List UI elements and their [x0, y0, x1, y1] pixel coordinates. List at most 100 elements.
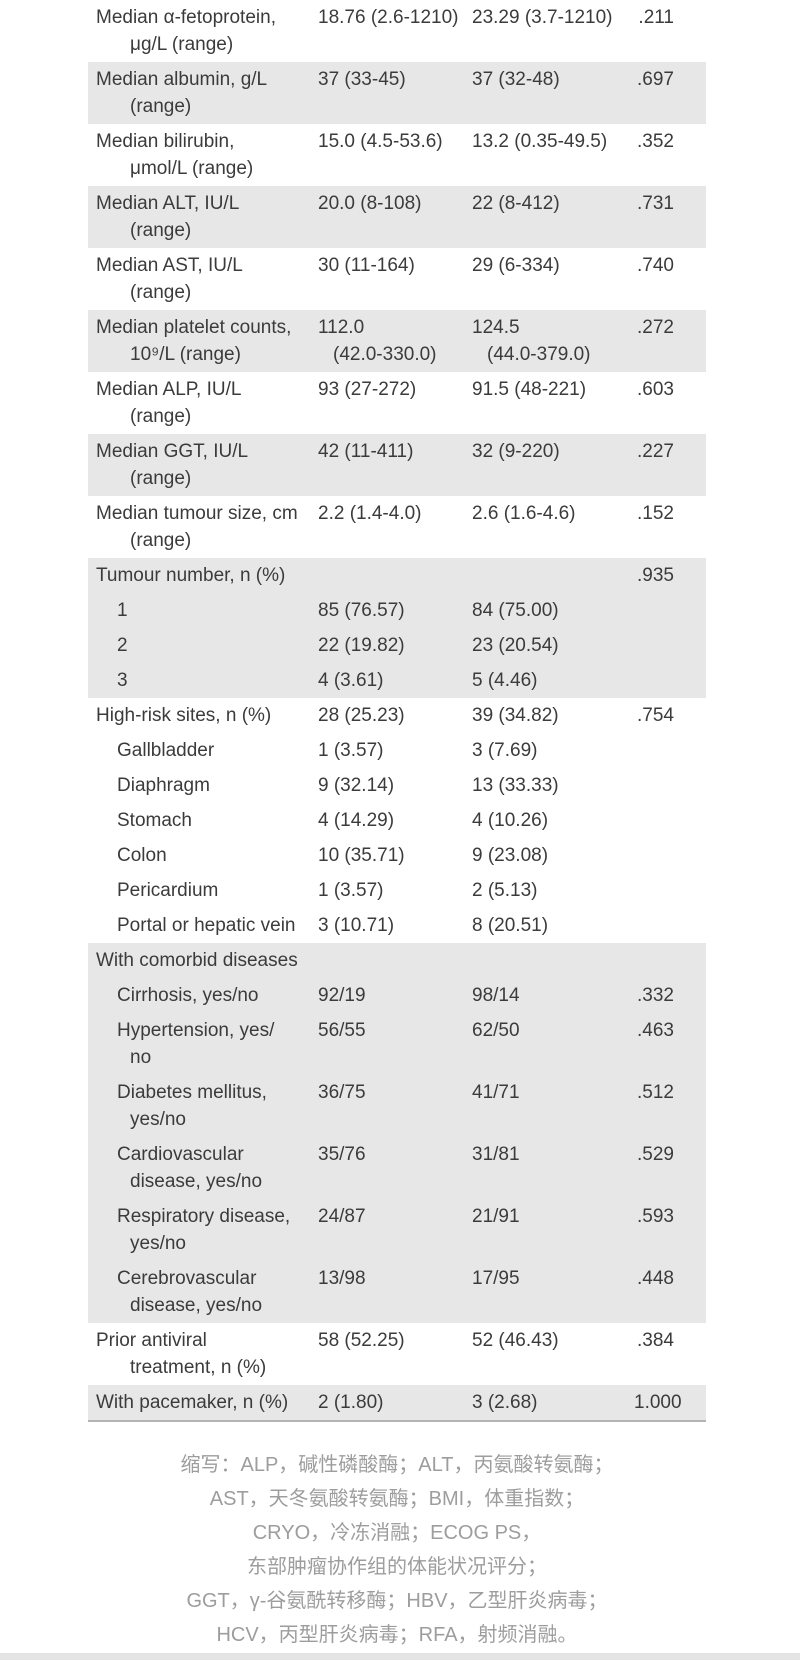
- table-row: Median ALP, IU/L (range) 93 (27-272) 91.5…: [88, 372, 706, 434]
- table-row: Median α-fetoprotein, μg/L (range) 18.76 …: [88, 0, 706, 62]
- p-value: .352: [637, 131, 674, 152]
- table-row: Median bilirubin, μmol/L (range) 15.0 (4.…: [88, 124, 706, 186]
- group2-value: 13 (33.33): [472, 775, 559, 796]
- footnote-line: 缩写：ALP，碱性磷酸酶；ALT，丙氨酸转氨酶；: [180, 1454, 614, 1476]
- group2-value: 3 (2.68): [472, 1392, 538, 1413]
- table-row: Median AST, IU/L (range) 30 (11-164) 29 (…: [88, 248, 706, 310]
- p-value: .448: [637, 1268, 674, 1289]
- row-label: Median platelet counts, 10⁹/L (range): [96, 317, 292, 365]
- group1-value: 22 (19.82): [318, 635, 405, 656]
- table-row: High-risk sites, n (%) 28 (25.23) 39 (34…: [88, 698, 706, 733]
- table-row: Hypertension, yes/no 56/55 62/50 .463: [88, 1013, 706, 1075]
- footnote-line: AST，天冬氨酸转氨酶；BMI，体重指数；: [209, 1488, 585, 1510]
- row-label: 1: [117, 600, 128, 621]
- patient-characteristics-table: Median α-fetoprotein, μg/L (range) 18.76 …: [88, 0, 706, 1422]
- footnote-line: GGT，γ-谷氨酰转移酶；HBV，乙型肝炎病毒；: [186, 1590, 608, 1612]
- group2-value: 41/71: [472, 1082, 520, 1103]
- page-bottom-divider: [0, 1653, 800, 1660]
- p-value: .463: [637, 1020, 674, 1041]
- p-value: .152: [637, 503, 674, 524]
- group2-value: 23.29 (3.7-1210): [472, 7, 613, 28]
- table-row: Tumour number, n (%) .935: [88, 558, 706, 593]
- group2-value: 21/91: [472, 1206, 520, 1227]
- p-value: 1.000: [634, 1392, 682, 1413]
- table-row: Cirrhosis, yes/no 92/19 98/14 .332: [88, 978, 706, 1013]
- table-row: Diaphragm 9 (32.14) 13 (33.33): [88, 768, 706, 803]
- group2-value: 13.2 (0.35-49.5): [472, 131, 608, 152]
- group2-value: 5 (4.46): [472, 670, 538, 691]
- row-label: Respiratory disease, yes/no: [117, 1206, 291, 1254]
- table-row: Prior antiviral treatment, n (%) 58 (52.2…: [88, 1323, 706, 1385]
- group2-value: 22 (8-412): [472, 193, 560, 214]
- group1-value: 93 (27-272): [318, 379, 417, 400]
- row-label: Cerebrovascular disease, yes/no: [117, 1268, 263, 1316]
- row-label: Stomach: [117, 810, 192, 831]
- footnote-line: CRYO，冷冻消融；ECOG PS，: [252, 1522, 542, 1544]
- p-value: .332: [637, 985, 674, 1006]
- group1-value: 42 (11-411): [318, 441, 414, 462]
- group1-value: 20.0 (8-108): [318, 193, 422, 214]
- row-label: 3: [117, 670, 128, 691]
- footnote-line: HCV，丙型肝炎病毒；RFA，射频消融。: [216, 1624, 578, 1646]
- group2-value: 52 (46.43): [472, 1330, 559, 1351]
- row-label: Colon: [117, 845, 167, 866]
- group2-value: 17/95: [472, 1268, 520, 1289]
- group1-value: 18.76 (2.6-1210): [318, 7, 459, 28]
- p-value: .740: [637, 255, 674, 276]
- row-label: Cardiovascular disease, yes/no: [117, 1144, 263, 1192]
- group1-value: 35/76: [318, 1144, 366, 1165]
- row-label: With comorbid diseases: [96, 950, 298, 971]
- row-label: Median ALP, IU/L (range): [96, 379, 242, 427]
- row-label: 2: [117, 635, 128, 656]
- table-row: Cerebrovascular disease, yes/no 13/98 17/…: [88, 1261, 706, 1323]
- group2-value: 98/14: [472, 985, 520, 1006]
- group1-value: 28 (25.23): [318, 705, 405, 726]
- row-label: Gallbladder: [117, 740, 215, 761]
- group1-value: 58 (52.25): [318, 1330, 405, 1351]
- abbreviations-footnote: 缩写：ALP，碱性磷酸酶；ALT，丙氨酸转氨酶； AST，天冬氨酸转氨酶；BMI，…: [88, 1448, 706, 1652]
- table-row: Respiratory disease, yes/no 24/87 21/91 .…: [88, 1199, 706, 1261]
- p-value: .603: [637, 379, 674, 400]
- group2-value: 3 (7.69): [472, 740, 538, 761]
- table-row: Median ALT, IU/L (range) 20.0 (8-108) 22 …: [88, 186, 706, 248]
- group1-value: 13/98: [318, 1268, 366, 1289]
- group2-value: 29 (6-334): [472, 255, 560, 276]
- group1-value: 85 (76.57): [318, 600, 405, 621]
- row-label: With pacemaker, n (%): [96, 1392, 289, 1413]
- group1-value: 10 (35.71): [318, 845, 405, 866]
- row-label: Median α-fetoprotein, μg/L (range): [96, 7, 276, 55]
- row-label: Median tumour size, cm (range): [96, 503, 298, 551]
- table-row: Pericardium 1 (3.57) 2 (5.13): [88, 873, 706, 908]
- row-label: Median bilirubin, μmol/L (range): [96, 131, 254, 179]
- table-row: Median tumour size, cm (range) 2.2 (1.4-4…: [88, 496, 706, 558]
- table-row: Stomach 4 (14.29) 4 (10.26): [88, 803, 706, 838]
- p-value: .935: [637, 565, 674, 586]
- row-label: Portal or hepatic vein: [117, 915, 296, 936]
- group2-value: 8 (20.51): [472, 915, 549, 936]
- row-label: Cirrhosis, yes/no: [117, 985, 259, 1006]
- p-value: .731: [637, 193, 674, 214]
- group1-value: 4 (3.61): [318, 670, 384, 691]
- group1-value: 15.0 (4.5-53.6): [318, 131, 443, 152]
- group2-value: 4 (10.26): [472, 810, 549, 831]
- p-value: .697: [637, 69, 674, 90]
- row-label: Tumour number, n (%): [96, 565, 286, 586]
- group2-value: 84 (75.00): [472, 600, 559, 621]
- table-row: Median albumin, g/L (range) 37 (33-45) 37…: [88, 62, 706, 124]
- table-row: Diabetes mellitus, yes/no 36/75 41/71 .51…: [88, 1075, 706, 1137]
- group1-value: 1 (3.57): [318, 880, 384, 901]
- p-value: .512: [637, 1082, 674, 1103]
- p-value: .211: [638, 7, 674, 28]
- table-row: Portal or hepatic vein 3 (10.71) 8 (20.5…: [88, 908, 706, 943]
- row-label: Diaphragm: [117, 775, 210, 796]
- group1-value: 56/55: [318, 1020, 366, 1041]
- row-label: Median albumin, g/L (range): [96, 69, 268, 117]
- row-label: Median ALT, IU/L (range): [96, 193, 240, 241]
- table-row: 2 22 (19.82) 23 (20.54): [88, 628, 706, 663]
- group2-value: 2 (5.13): [472, 880, 538, 901]
- table-row: Colon 10 (35.71) 9 (23.08): [88, 838, 706, 873]
- group2-value: 37 (32-48): [472, 69, 560, 90]
- row-label: Prior antiviral treatment, n (%): [96, 1330, 267, 1378]
- table-row: With pacemaker, n (%) 2 (1.80) 3 (2.68) …: [88, 1385, 706, 1420]
- p-value: .227: [637, 441, 674, 462]
